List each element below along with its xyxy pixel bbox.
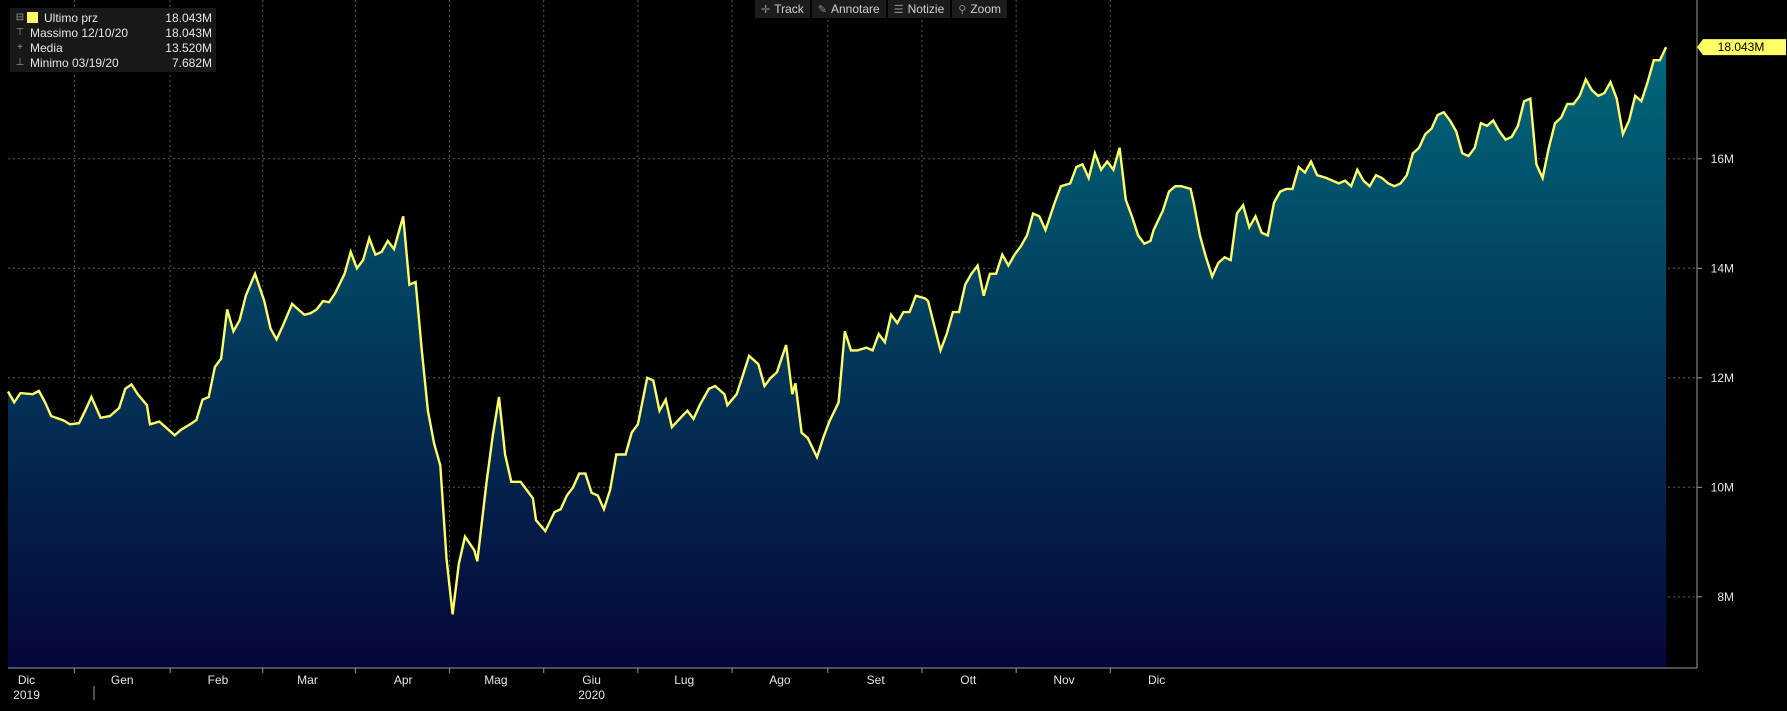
x-tick-label: Mag (484, 673, 507, 687)
last-price-tag-bg (1697, 39, 1786, 56)
x-tick-label: Dic (1148, 673, 1165, 687)
x-tick-label: Mar (297, 673, 318, 687)
min-marker-icon: ⊥ (15, 57, 25, 68)
legend-label: Massimo 12/10/20 (30, 25, 129, 40)
last-price-tag: 18.043M (1697, 39, 1786, 56)
news-label: Notizie (907, 2, 945, 16)
legend-value: 7.682M (171, 55, 212, 70)
year-label: 2019 (13, 688, 40, 702)
chart-toolbar: ✛ Track ✎ Annotare ☰ Notizie ⚲ Zoom (755, 0, 1008, 18)
x-tick-label: Lug (674, 673, 694, 687)
collapse-icon[interactable]: ⊟ (15, 12, 25, 23)
axes: 8M 10M 12M 14M 16M Dic Gen Feb Mar Apr Mag Giu Lug Ag… (8, 0, 1734, 702)
track-label: Track (774, 2, 804, 16)
chart-legend: ⊟ Ultimo prz 18.043M ⊤ Massimo 12/10/20 … (10, 8, 216, 72)
crosshair-icon: ✛ (761, 3, 771, 16)
legend-row-max: ⊤ Massimo 12/10/20 18.043M (14, 25, 212, 40)
x-tick-label: Giu (582, 673, 601, 687)
legend-label: Ultimo prz (44, 10, 99, 25)
y-tick-label: 8M (1717, 590, 1734, 604)
x-tick-label: Ago (769, 673, 791, 687)
zoom-button[interactable]: ⚲ Zoom (952, 0, 1008, 18)
legend-label: Media (30, 40, 63, 55)
legend-label: Minimo 03/19/20 (30, 55, 119, 70)
mean-marker-icon: + (17, 42, 23, 53)
last-price-tag-label: 18.043M (1718, 40, 1765, 54)
x-tick-label: Set (867, 673, 886, 687)
legend-row-min: ⊥ Minimo 03/19/20 7.682M (14, 55, 212, 70)
price-area-fill (8, 47, 1667, 669)
legend-value: 13.520M (165, 40, 212, 55)
max-marker-icon: ⊤ (15, 27, 25, 38)
x-tick-label: Apr (394, 673, 413, 687)
x-tick-label: Gen (111, 673, 134, 687)
series-swatch (27, 12, 38, 23)
x-tick-label: Nov (1053, 673, 1074, 687)
track-button[interactable]: ✛ Track (755, 0, 810, 18)
pencil-icon: ✎ (817, 3, 827, 16)
annotate-label: Annotare (831, 2, 880, 16)
y-tick-label: 14M (1711, 261, 1734, 275)
y-tick-label: 12M (1711, 371, 1734, 385)
y-tick-label: 10M (1711, 480, 1734, 494)
x-tick-label: Ott (960, 673, 977, 687)
x-tick-label: Dic (18, 673, 35, 687)
price-line (6, 46, 1668, 615)
y-tick-label: 16M (1711, 152, 1734, 166)
list-icon: ☰ (893, 3, 904, 16)
zoom-label: Zoom (970, 2, 1002, 16)
legend-row-last-price[interactable]: ⊟ Ultimo prz 18.043M (14, 10, 212, 25)
x-tick-label: Feb (208, 673, 229, 687)
annotate-button[interactable]: ✎ Annotare (811, 0, 886, 18)
year-label: 2020 (578, 688, 605, 702)
magnifier-icon: ⚲ (958, 3, 967, 16)
legend-value: 18.043M (165, 10, 212, 25)
legend-row-mean: + Media 13.520M (14, 40, 212, 55)
news-button[interactable]: ☰ Notizie (887, 0, 951, 18)
legend-value: 18.043M (165, 25, 212, 40)
